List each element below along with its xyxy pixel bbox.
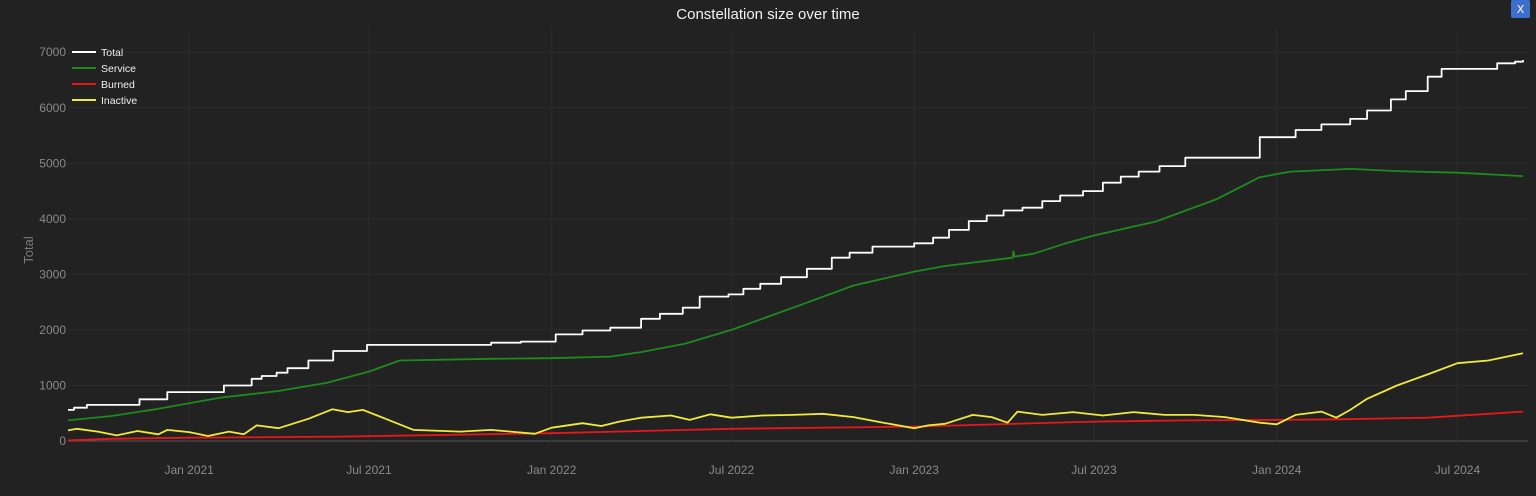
y-axis-title: Total xyxy=(21,236,36,264)
y-tick-label: 2000 xyxy=(39,323,66,337)
x-tick-label: Jul 2024 xyxy=(1435,463,1481,477)
grid xyxy=(68,30,1528,442)
legend-label: Service xyxy=(101,63,136,75)
y-axis-ticks: 0 1000 2000 3000 4000 5000 6000 7000 xyxy=(39,45,66,448)
x-tick-label: Jan 2024 xyxy=(1252,463,1302,477)
series-line-total xyxy=(68,60,1524,411)
y-tick-label: 3000 xyxy=(39,267,66,281)
close-button[interactable]: X xyxy=(1511,0,1530,18)
legend-item-service[interactable]: Service xyxy=(72,63,136,75)
x-tick-label: Jan 2021 xyxy=(164,463,214,477)
series-line-service xyxy=(67,168,1524,422)
legend-label: Total xyxy=(101,47,123,59)
x-tick-label: Jan 2023 xyxy=(890,463,940,477)
x-tick-label: Jul 2022 xyxy=(709,463,755,477)
legend[interactable]: Total Service Burned Inactive xyxy=(72,47,137,107)
chart-title: Constellation size over time xyxy=(676,6,859,23)
y-tick-label: 0 xyxy=(59,434,66,448)
legend-label: Burned xyxy=(101,79,135,91)
x-tick-label: Jan 2022 xyxy=(527,463,577,477)
x-axis-ticks: Jan 2021 Jul 2021 Jan 2022 Jul 2022 Jan 2023… xyxy=(164,463,1480,477)
legend-label: Inactive xyxy=(101,95,137,107)
legend-item-burned[interactable]: Burned xyxy=(72,79,135,91)
legend-item-inactive[interactable]: Inactive xyxy=(72,95,137,107)
y-tick-label: 7000 xyxy=(39,45,66,59)
legend-item-total[interactable]: Total xyxy=(72,47,123,59)
x-tick-label: Jul 2023 xyxy=(1071,463,1117,477)
series-line-inactive xyxy=(67,352,1524,437)
y-tick-label: 1000 xyxy=(39,378,66,392)
x-tick-label: Jul 2021 xyxy=(346,463,392,477)
series-lines xyxy=(67,60,1524,442)
series-line-burned xyxy=(67,410,1524,442)
y-tick-label: 5000 xyxy=(39,156,66,170)
y-tick-label: 6000 xyxy=(39,101,66,115)
y-tick-label: 4000 xyxy=(39,212,66,226)
